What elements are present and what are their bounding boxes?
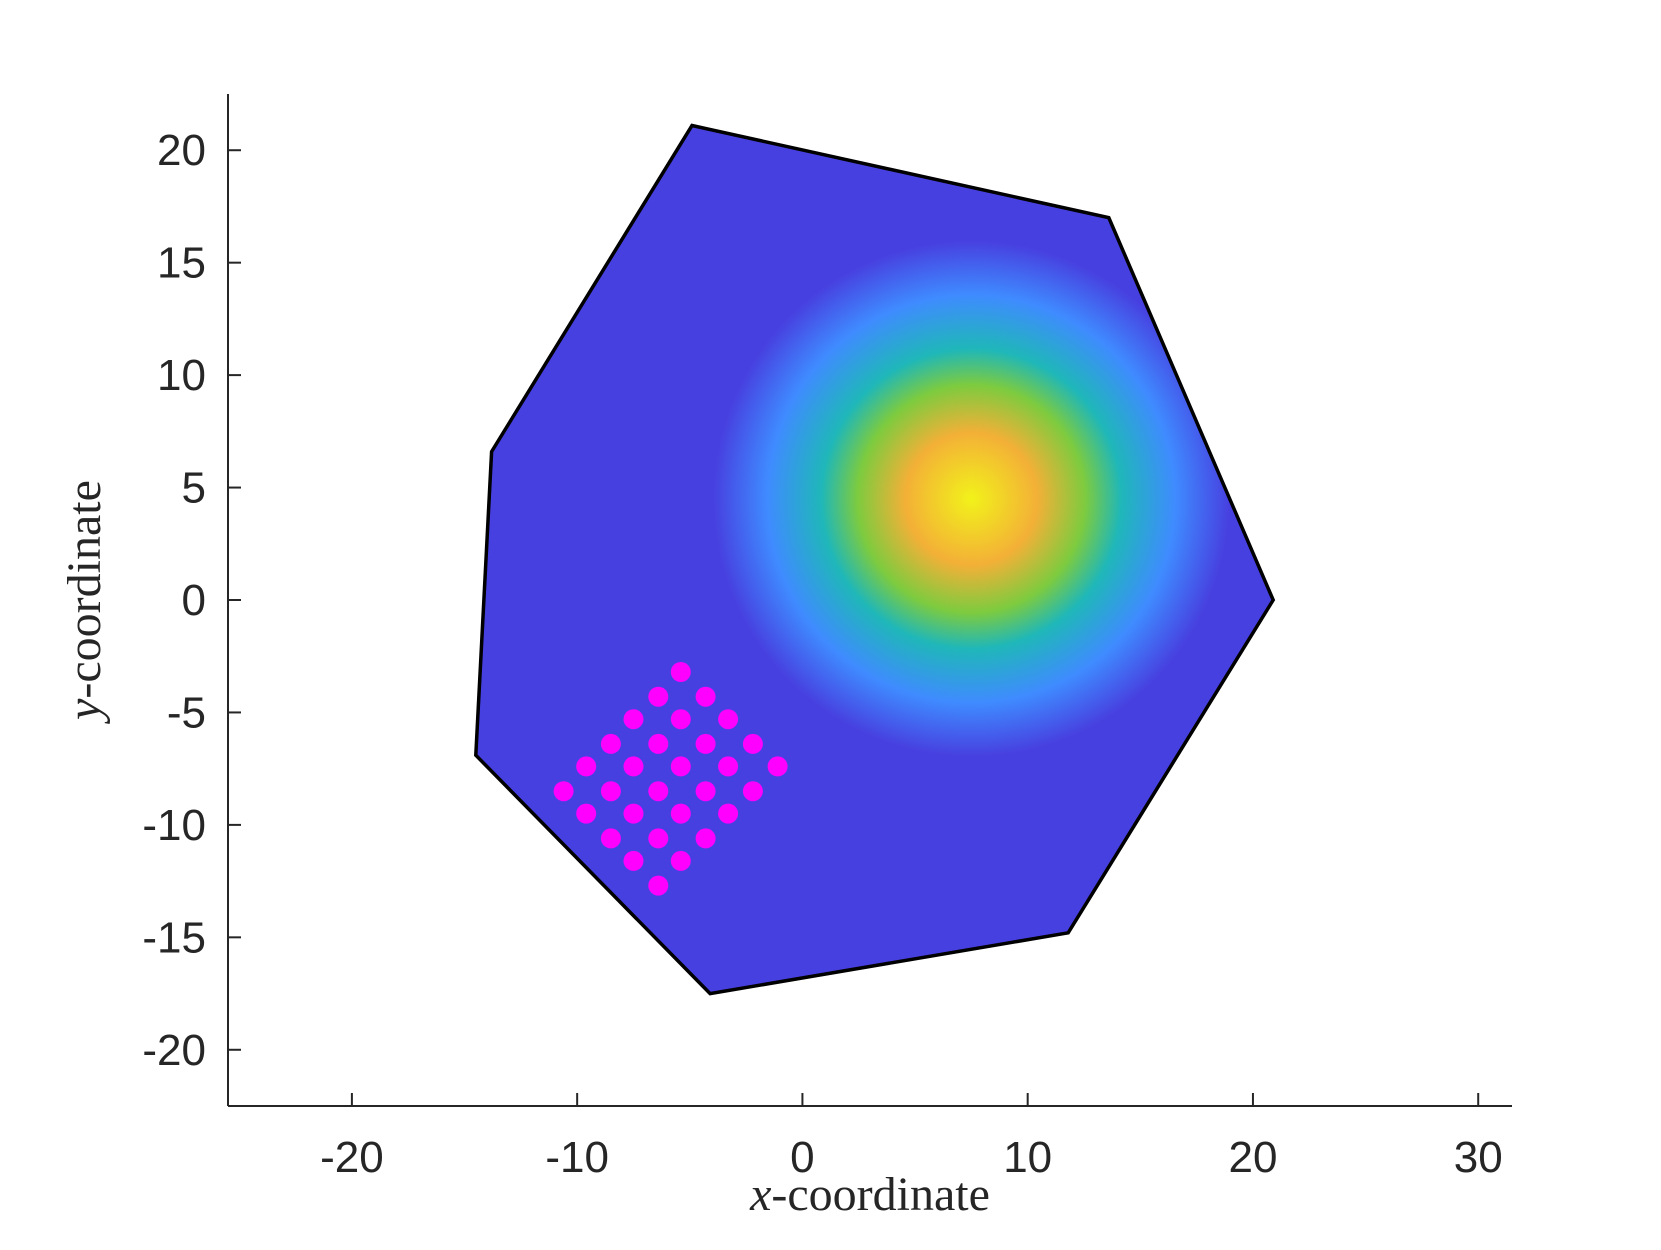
scatter-point — [695, 781, 716, 802]
y-tick-label: 15 — [157, 239, 206, 288]
x-tick-label: -20 — [320, 1133, 384, 1182]
x-axis-label: x-coordinate — [749, 1168, 990, 1221]
scatter-point — [718, 803, 739, 824]
scatter-point — [742, 781, 763, 802]
x-tick-label: 10 — [1003, 1133, 1052, 1182]
scatter-point — [648, 828, 669, 849]
scatter-point — [670, 709, 691, 730]
x-tick-label: 30 — [1454, 1133, 1503, 1182]
scatter-point — [718, 709, 739, 730]
y-axis-ticks: 20 15 10 5 0 -5 -10 -15 -20 — [142, 126, 241, 1075]
domain-region-outline — [474, 123, 1276, 996]
scatter-point — [670, 850, 691, 871]
scatter-point — [600, 733, 621, 754]
scatter-point — [623, 756, 644, 777]
scatter-point — [648, 686, 669, 707]
y-tick-label: 0 — [182, 576, 206, 625]
y-tick-label: 5 — [182, 464, 206, 513]
scatter-point — [553, 781, 574, 802]
scatter-point — [576, 756, 597, 777]
scatter-point — [742, 733, 763, 754]
y-axis-label: y-coordinate — [58, 480, 111, 725]
scatter-point — [670, 803, 691, 824]
y-tick-label: -10 — [142, 801, 206, 850]
scatter-point — [767, 756, 788, 777]
scatter-point — [623, 803, 644, 824]
scatter-point — [695, 828, 716, 849]
scatter-point — [670, 756, 691, 777]
y-tick-label: -15 — [142, 913, 206, 962]
scatter-point — [648, 733, 669, 754]
gaussian-field — [475, 125, 1274, 994]
scatter-point — [623, 709, 644, 730]
scatter-point — [623, 850, 644, 871]
scatter-point — [600, 781, 621, 802]
x-tick-label: 0 — [790, 1133, 814, 1182]
scatter-point — [695, 733, 716, 754]
x-tick-label: 20 — [1228, 1133, 1277, 1182]
axes: -20 -10 0 10 20 30 20 15 10 5 0 -5 -10 -15 -20 — [142, 94, 1512, 1182]
y-tick-label: 20 — [157, 126, 206, 175]
scatter-point — [648, 781, 669, 802]
scatter-point — [718, 756, 739, 777]
scatter-point — [670, 662, 691, 682]
y-tick-label: 10 — [157, 351, 206, 400]
scatter-point — [648, 875, 669, 896]
y-tick-label: -20 — [142, 1026, 206, 1075]
scatter-points — [553, 662, 788, 896]
scatter-point — [600, 828, 621, 849]
scatter-point — [695, 686, 716, 707]
plot-area — [474, 123, 1276, 996]
y-tick-label: -5 — [167, 688, 206, 737]
x-axis-ticks: -20 -10 0 10 20 30 — [320, 1093, 1503, 1182]
x-tick-label: -10 — [545, 1133, 609, 1182]
scatter-point — [576, 803, 597, 824]
